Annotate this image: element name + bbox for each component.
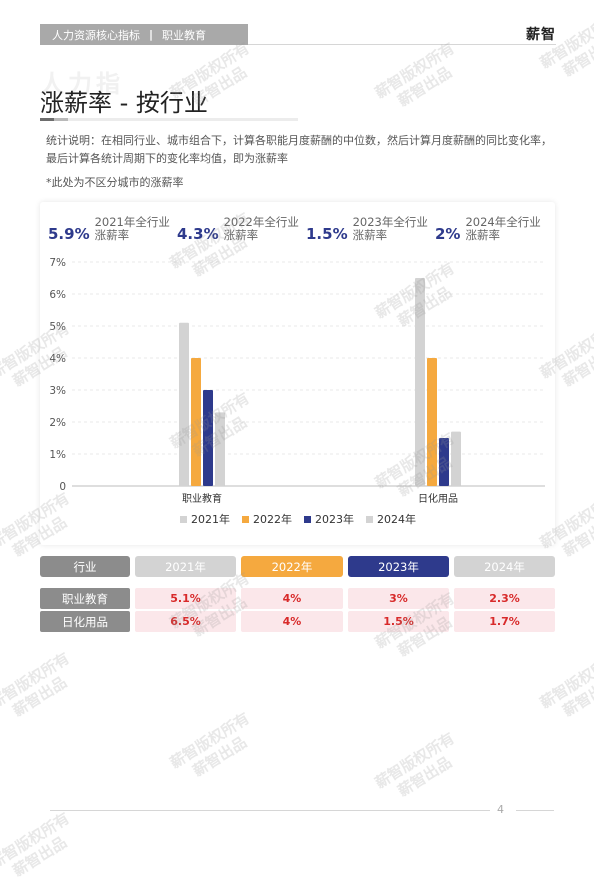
watermark-line1: 薪智版权所有 bbox=[371, 729, 458, 793]
brand-logo: 薪智 bbox=[526, 27, 556, 43]
kpi-value: 2% bbox=[435, 225, 461, 243]
bar-2024年-日化用品 bbox=[451, 431, 461, 486]
watermark: 薪智版权所有 薪智出品 bbox=[0, 649, 83, 729]
watermark: 薪智版权所有 薪智出品 bbox=[537, 649, 594, 729]
page-number: 4 bbox=[497, 803, 504, 816]
watermark-line1: 薪智版权所有 bbox=[166, 709, 253, 773]
kpi-2022: 4.3% 2022年全行业 涨薪率 bbox=[177, 216, 299, 244]
kpi-label: 2022年全行业 涨薪率 bbox=[224, 216, 299, 242]
chart-panel: 5.9% 2021年全行业 涨薪率 4.3% 2022年全行业 涨薪率 1.5%… bbox=[40, 202, 555, 545]
legend-swatch bbox=[180, 516, 187, 523]
legend-label: 2022年 bbox=[253, 512, 292, 526]
kpi-label-line1: 2021年全行业 bbox=[94, 215, 170, 229]
x-category-label: 职业教育 bbox=[182, 492, 222, 505]
bar-2024年-职业教育 bbox=[215, 412, 225, 486]
kpi-label: 2021年全行业 涨薪率 bbox=[95, 216, 170, 242]
watermark-line1: 薪智版权所有 bbox=[0, 809, 73, 873]
table-header-4: 2024年 bbox=[454, 556, 555, 577]
legend-label: 2023年 bbox=[315, 512, 354, 526]
kpi-value: 5.9% bbox=[48, 225, 90, 243]
header-section: 人力资源核心指标 bbox=[52, 28, 140, 42]
footer-rule bbox=[50, 810, 490, 811]
legend-swatch bbox=[242, 516, 249, 523]
bar-chart: 0 1% 2% 3% 4% 5% 6% 7% 职业教育 日化用品 2021年 2022年 2023年 20… bbox=[49, 257, 545, 526]
stat-description: 统计说明：在相同行业、城市组合下，计算各职能月度薪酬的中位数，然后计算月度薪酬的… bbox=[46, 134, 552, 165]
kpi-2021: 5.9% 2021年全行业 涨薪率 bbox=[48, 216, 170, 244]
watermark: 薪智版权所有 薪智出品 bbox=[167, 569, 263, 649]
bar-2021年-日化用品 bbox=[415, 278, 425, 486]
legend-swatch bbox=[366, 516, 373, 523]
table-row-header: 职业教育 bbox=[40, 588, 130, 609]
y-tick-label: 7% bbox=[49, 257, 66, 269]
table-cell: 4% bbox=[241, 611, 343, 632]
kpi-label-line2: 涨薪率 bbox=[223, 228, 259, 242]
ghost-title: 人力指 bbox=[40, 70, 124, 98]
table-header-3: 2023年 bbox=[348, 556, 449, 577]
watermark: 薪智版权所有 薪智出品 bbox=[167, 709, 263, 789]
kpi-label-line1: 2023年全行业 bbox=[352, 215, 428, 229]
y-tick-label: 1% bbox=[49, 449, 66, 461]
kpi-2023: 1.5% 2023年全行业 涨薪率 bbox=[306, 216, 428, 244]
header-rule bbox=[248, 44, 556, 45]
y-tick-label: 2% bbox=[49, 417, 66, 429]
table-cell: 1.7% bbox=[454, 611, 555, 632]
table-cell: 4% bbox=[241, 588, 343, 609]
table-header-2: 2022年 bbox=[241, 556, 343, 577]
kpi-label: 2024年全行业 涨薪率 bbox=[465, 216, 540, 242]
footer-rule-right bbox=[516, 810, 554, 811]
table-cell: 2.3% bbox=[454, 588, 555, 609]
watermark-line2: 薪智出品 bbox=[559, 673, 594, 721]
title-underline bbox=[40, 118, 298, 121]
table-cell: 3% bbox=[348, 588, 449, 609]
kpi-value: 4.3% bbox=[177, 225, 219, 243]
table-row-header: 日化用品 bbox=[40, 611, 130, 632]
kpi-label-line2: 涨薪率 bbox=[352, 228, 388, 242]
legend-swatch bbox=[304, 516, 311, 523]
watermark-line2: 薪智出品 bbox=[189, 733, 250, 781]
kpi-2024: 2% 2024年全行业 涨薪率 bbox=[435, 216, 541, 244]
table-cell: 6.5% bbox=[135, 611, 236, 632]
bar-2021年-职业教育 bbox=[179, 322, 189, 486]
watermark-line2: 薪智出品 bbox=[394, 753, 455, 801]
table-header-1: 2021年 bbox=[135, 556, 236, 577]
watermark: 薪智版权所有 薪智出品 bbox=[537, 9, 594, 89]
stat-note: *此处为不区分城市的涨薪率 bbox=[46, 176, 184, 189]
table-cell: 5.1% bbox=[135, 588, 236, 609]
header-subsection: 职业教育 bbox=[162, 28, 207, 42]
kpi-label-line1: 2022年全行业 bbox=[223, 215, 299, 229]
table-header-0: 行业 bbox=[40, 556, 130, 577]
watermark: 薪智版权所有 薪智出品 bbox=[0, 809, 83, 889]
legend-label: 2024年 bbox=[377, 512, 416, 526]
legend-label: 2021年 bbox=[191, 512, 230, 526]
bar-2023年-职业教育 bbox=[203, 390, 213, 486]
kpi-label: 2023年全行业 涨薪率 bbox=[353, 216, 428, 242]
bar-2022年-职业教育 bbox=[191, 358, 201, 486]
y-tick-label: 5% bbox=[49, 321, 66, 333]
watermark-line1: 薪智版权所有 bbox=[371, 39, 458, 103]
kpi-label-line2: 涨薪率 bbox=[465, 228, 500, 242]
y-tick-label: 0 bbox=[59, 481, 66, 493]
y-tick-label: 6% bbox=[49, 289, 66, 301]
header-separator: | bbox=[149, 28, 154, 41]
bar-2023年-日化用品 bbox=[439, 438, 449, 486]
y-tick-label: 3% bbox=[49, 385, 66, 397]
watermark-line2: 薪智出品 bbox=[9, 833, 70, 881]
kpi-label-line2: 涨薪率 bbox=[94, 228, 130, 242]
kpi-value: 1.5% bbox=[306, 225, 348, 243]
watermark-line2: 薪智出品 bbox=[394, 63, 455, 111]
bar-2022年-日化用品 bbox=[427, 358, 437, 486]
x-category-label: 日化用品 bbox=[418, 492, 458, 505]
table-cell: 1.5% bbox=[348, 611, 449, 632]
watermark: 薪智版权所有 薪智出品 bbox=[372, 729, 468, 809]
kpi-label-line1: 2024年全行业 bbox=[465, 215, 541, 229]
watermark-line2: 薪智出品 bbox=[9, 673, 70, 721]
watermark-line1: 薪智版权所有 bbox=[536, 649, 594, 713]
y-tick-label: 4% bbox=[49, 353, 66, 365]
watermark-line1: 薪智版权所有 bbox=[0, 649, 73, 713]
page-title: 涨薪率 - 按行业 bbox=[40, 89, 208, 117]
watermark: 薪智版权所有 薪智出品 bbox=[372, 39, 468, 119]
header-bar: 人力资源核心指标 | 职业教育 bbox=[40, 24, 248, 45]
